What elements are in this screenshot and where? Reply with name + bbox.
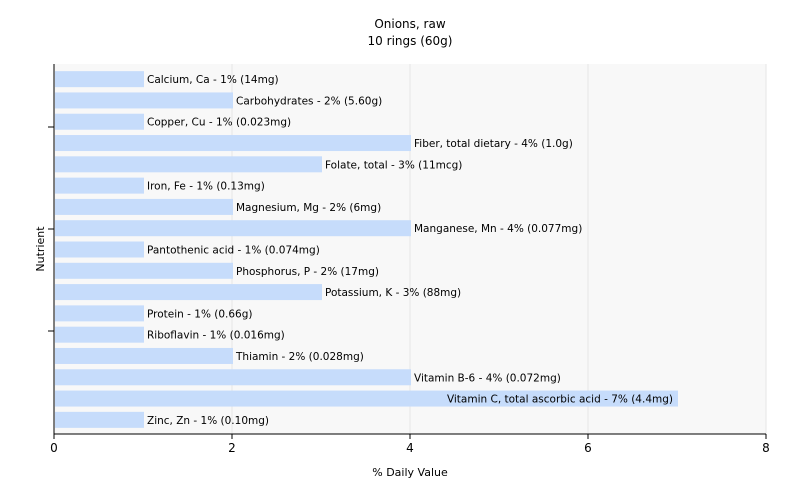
x-tick-label: 6 [584, 441, 592, 455]
bar [55, 220, 411, 237]
bar-label: Zinc, Zn - 1% (0.10mg) [147, 415, 269, 427]
bar-label: Manganese, Mn - 4% (0.077mg) [414, 223, 582, 235]
bar-label: Calcium, Ca - 1% (14mg) [147, 74, 279, 86]
bar [55, 411, 144, 428]
bars: Calcium, Ca - 1% (14mg) Carbohydrates - 2… [55, 71, 678, 428]
bar [55, 369, 411, 386]
x-tick-label: 2 [228, 441, 236, 455]
bar [55, 113, 144, 130]
bar [55, 390, 678, 407]
bar [55, 326, 144, 343]
chart-subtitle: 10 rings (60g) [368, 34, 453, 48]
x-tick-label: 4 [406, 441, 414, 455]
bar-label: Magnesium, Mg - 2% (6mg) [236, 202, 381, 214]
bar-label: Copper, Cu - 1% (0.023mg) [147, 117, 291, 129]
y-axis-label: Nutrient [34, 226, 47, 272]
bar-label: Fiber, total dietary - 4% (1.0g) [414, 138, 573, 150]
x-tick-label: 8 [762, 441, 770, 455]
chart-title: Onions, raw [374, 17, 446, 31]
bar [55, 135, 411, 152]
bar-label: Phosphorus, P - 2% (17mg) [236, 266, 379, 278]
bar [55, 71, 144, 88]
bar [55, 284, 322, 301]
x-ticks: 0 2 4 6 8 [50, 434, 770, 455]
bar-label: Riboflavin - 1% (0.016mg) [147, 330, 285, 342]
bar [55, 262, 233, 279]
bar [55, 241, 144, 258]
bar-label: Vitamin B-6 - 4% (0.072mg) [414, 372, 561, 384]
bar-label: Thiamin - 2% (0.028mg) [235, 351, 364, 363]
bar-label: Pantothenic acid - 1% (0.074mg) [147, 245, 320, 257]
bar [55, 305, 144, 322]
bar [55, 198, 233, 215]
bar [55, 347, 233, 364]
bar-label: Protein - 1% (0.66g) [147, 308, 253, 320]
bar-label: Folate, total - 3% (11mcg) [325, 159, 462, 171]
bar [55, 92, 233, 109]
bar [55, 177, 144, 194]
bar-label: Potassium, K - 3% (88mg) [325, 287, 461, 299]
x-axis-label: % Daily Value [372, 466, 448, 479]
bar-label: Iron, Fe - 1% (0.13mg) [147, 181, 265, 193]
bar-label: Vitamin C, total ascorbic acid - 7% (4.4… [447, 394, 673, 406]
x-tick-label: 0 [50, 441, 58, 455]
bar [55, 156, 322, 173]
bar-label: Carbohydrates - 2% (5.60g) [236, 95, 382, 107]
